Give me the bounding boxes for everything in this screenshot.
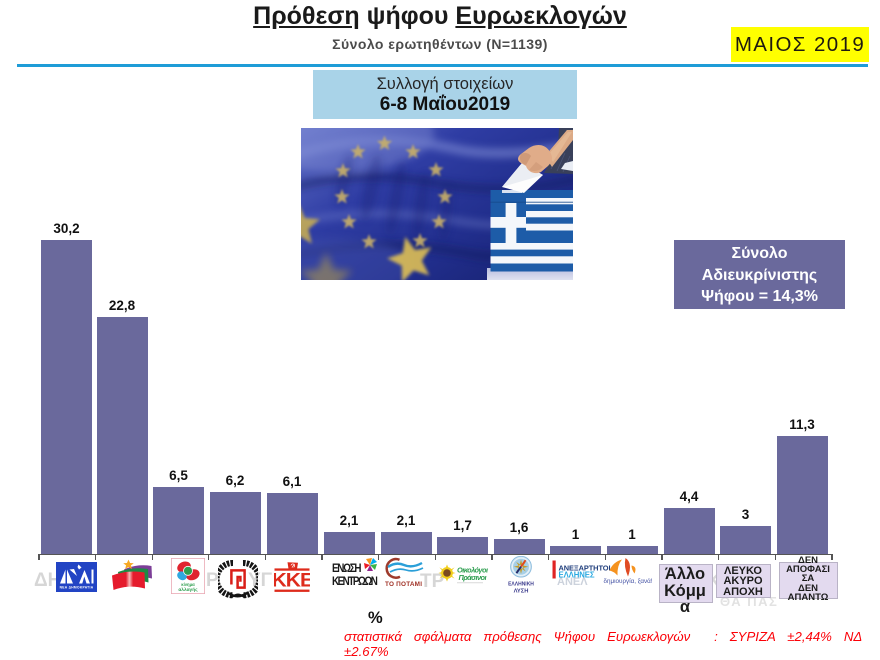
svg-text:δημιουργία, ξανά!: δημιουργία, ξανά! xyxy=(604,577,653,585)
svg-text:ΚΚΕ: ΚΚΕ xyxy=(274,570,310,591)
svg-text:Οικολόγοι: Οικολόγοι xyxy=(457,566,488,575)
svg-text:ΕΛΛΗΝΙΚΗ: ΕΛΛΗΝΙΚΗ xyxy=(508,582,534,588)
svg-text:ΤΟ ΠΟΤΑΜΙ: ΤΟ ΠΟΤΑΜΙ xyxy=(385,581,422,587)
svg-text:αλλαγής: αλλαγής xyxy=(178,587,198,593)
svg-text:ΛΥΣΗ: ΛΥΣΗ xyxy=(514,589,529,595)
svg-text:ΝΕΑ ΔΗΜΟΚΡΑΤΙΑ: ΝΕΑ ΔΗΜΟΚΡΑΤΙΑ xyxy=(60,586,94,590)
svg-text:ΚΕΝΤΡΩΩΝ: ΚΕΝΤΡΩΩΝ xyxy=(332,575,378,586)
svg-text:ΕΛΛΗΝΕΣ: ΕΛΛΗΝΕΣ xyxy=(559,571,595,579)
svg-text:ΕΝΩΣΗ: ΕΝΩΣΗ xyxy=(332,562,362,575)
svg-text:ΑΝΕΞΑΡΤΗΤΟΙ: ΑΝΕΞΑΡΤΗΤΟΙ xyxy=(559,563,611,572)
svg-text:κίνημα: κίνημα xyxy=(181,582,195,587)
svg-text:Πράσινοι: Πράσινοι xyxy=(459,573,487,582)
